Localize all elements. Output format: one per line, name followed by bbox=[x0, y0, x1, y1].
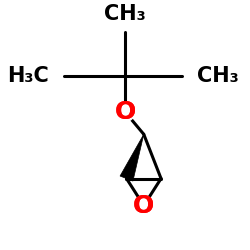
Polygon shape bbox=[120, 134, 144, 181]
Text: O: O bbox=[115, 100, 136, 124]
Circle shape bbox=[116, 103, 135, 122]
Circle shape bbox=[134, 196, 153, 215]
Text: CH₃: CH₃ bbox=[197, 66, 239, 86]
Text: O: O bbox=[133, 194, 154, 218]
Text: O: O bbox=[115, 100, 136, 124]
Text: H₃C: H₃C bbox=[7, 66, 49, 86]
Text: CH₃: CH₃ bbox=[104, 4, 146, 24]
Text: O: O bbox=[133, 194, 154, 218]
